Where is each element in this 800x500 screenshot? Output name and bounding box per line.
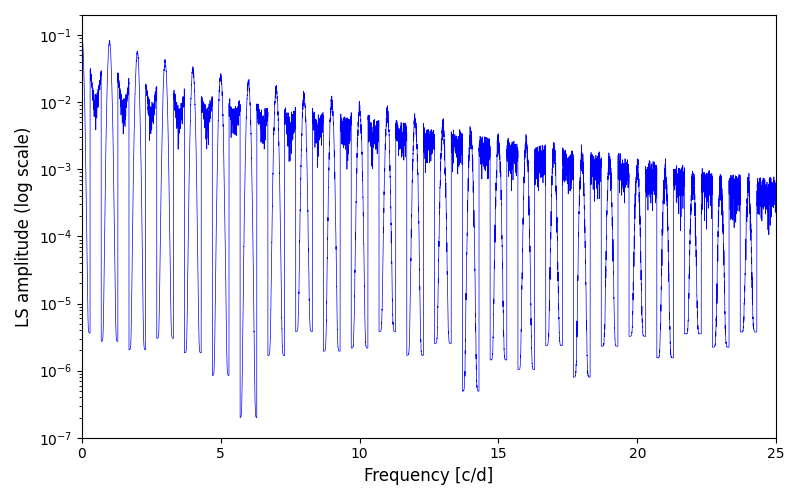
Y-axis label: LS amplitude (log scale): LS amplitude (log scale) xyxy=(15,126,33,326)
X-axis label: Frequency [c/d]: Frequency [c/d] xyxy=(364,467,494,485)
